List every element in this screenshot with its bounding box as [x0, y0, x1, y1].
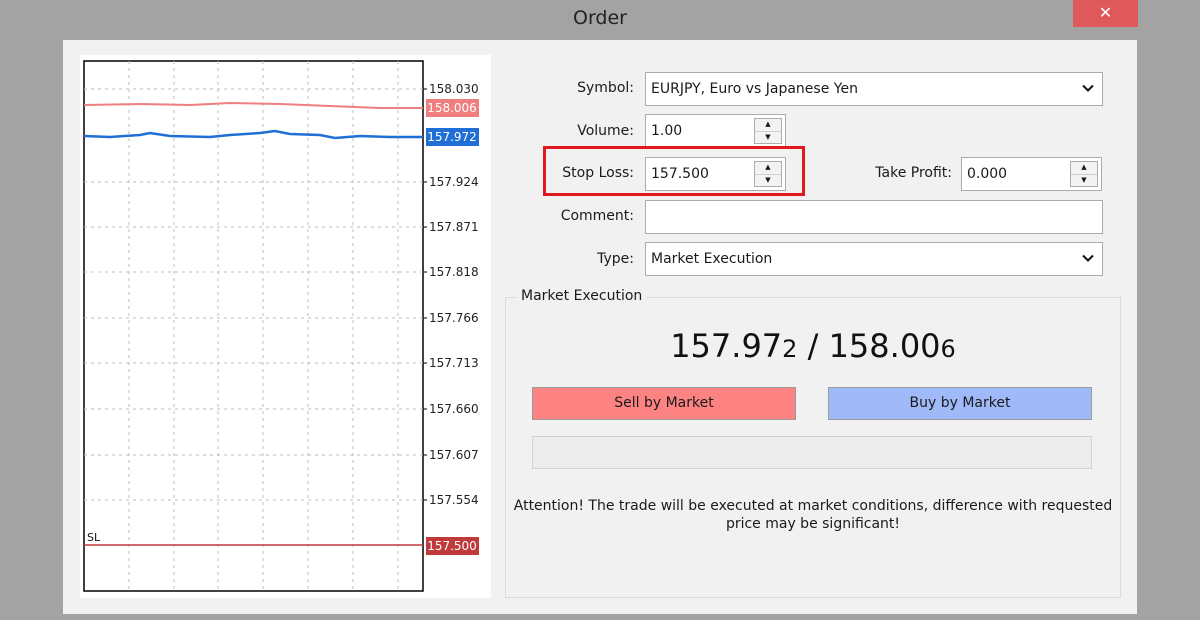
tick-chart: 158.030 157.924 157.871 157.818 157.766 157.7… — [80, 55, 491, 598]
stop-loss-label: Stop Loss: — [562, 165, 634, 181]
market-execution-group — [505, 297, 1121, 598]
attention-text: Attention! The trade will be executed at… — [505, 497, 1121, 533]
comment-label: Comment: — [560, 208, 634, 224]
tick-chart-svg: 158.030 157.924 157.871 157.818 157.766 157.7… — [83, 60, 479, 592]
bid-pip: 2 — [782, 335, 798, 363]
chevron-down-icon — [1082, 253, 1094, 266]
price-tick-label: 157.924 — [429, 175, 479, 189]
stop-loss-field[interactable]: 157.500 ▲ ▼ — [645, 157, 786, 191]
bid-price: 157.97 — [670, 327, 783, 365]
volume-value: 1.00 — [651, 123, 683, 139]
take-profit-field[interactable]: 0.000 ▲ ▼ — [961, 157, 1102, 191]
stop-loss-marker: SL — [87, 531, 101, 544]
volume-stepper[interactable]: ▲ ▼ — [754, 118, 782, 144]
attention-line-2: price may be significant! — [725, 516, 901, 532]
bid-price-flag — [426, 128, 479, 146]
plot-frame — [83, 60, 424, 592]
ask-pip: 6 — [940, 335, 956, 363]
price-tick-label: 157.766 — [429, 311, 479, 325]
price-tick-label: 157.871 — [429, 220, 479, 234]
ask-price: 158.00 — [828, 327, 941, 365]
stop-loss-stepper[interactable]: ▲ ▼ — [754, 161, 782, 187]
chevron-down-icon — [1082, 83, 1094, 96]
buy-by-market-button[interactable]: Buy by Market — [828, 387, 1092, 420]
stepper-down-icon[interactable]: ▼ — [765, 132, 771, 141]
symbol-select[interactable]: EURJPY, Euro vs Japanese Yen — [645, 72, 1103, 106]
symbol-value: EURJPY, Euro vs Japanese Yen — [651, 81, 858, 97]
type-select[interactable]: Market Execution — [645, 242, 1103, 276]
price-tick-label: 157.607 — [429, 448, 479, 462]
stepper-up-icon[interactable]: ▲ — [755, 119, 781, 132]
stepper-down-icon[interactable]: ▼ — [765, 175, 771, 184]
stepper-up-icon[interactable]: ▲ — [1071, 162, 1097, 175]
close-icon: ✕ — [1098, 3, 1113, 22]
volume-field[interactable]: 1.00 ▲ ▼ — [645, 114, 786, 148]
take-profit-stepper[interactable]: ▲ ▼ — [1070, 161, 1098, 187]
market-execution-title: Market Execution — [517, 288, 647, 304]
type-label: Type: — [597, 251, 634, 267]
quote-separator: / — [797, 327, 829, 365]
bid-price-flag-label: 157.972 — [427, 130, 477, 144]
attention-line-1: Attention! The trade will be executed at… — [513, 498, 1113, 514]
volume-label: Volume: — [577, 123, 634, 139]
sell-by-market-button[interactable]: Sell by Market — [532, 387, 796, 420]
ask-price-line — [83, 101, 423, 109]
take-profit-value: 0.000 — [967, 166, 1008, 182]
price-tick-label: 157.554 — [429, 493, 479, 507]
price-tick-label: 157.713 — [429, 356, 479, 370]
execution-status-bar — [532, 436, 1092, 469]
take-profit-label: Take Profit: — [875, 165, 952, 181]
stop-loss-flag — [426, 537, 479, 555]
stepper-up-icon[interactable]: ▲ — [755, 162, 781, 175]
window-title: Order — [573, 7, 627, 29]
bid-price-line — [83, 129, 423, 140]
bid-ask-quote: 157.972 / 158.006 — [505, 327, 1121, 365]
stop-loss-highlight-box — [543, 146, 805, 196]
price-tick-label: 157.660 — [429, 402, 479, 416]
close-button[interactable]: ✕ — [1073, 0, 1138, 27]
ask-price-flag — [426, 99, 479, 117]
price-tick-label: 157.818 — [429, 265, 479, 279]
symbol-label: Symbol: — [577, 80, 634, 96]
stop-loss-flag-label: 157.500 — [427, 539, 477, 553]
ask-price-flag-label: 158.006 — [427, 101, 477, 115]
type-value: Market Execution — [651, 251, 773, 267]
price-tick-label: 158.030 — [429, 82, 479, 96]
stepper-down-icon[interactable]: ▼ — [1081, 175, 1087, 184]
comment-field[interactable] — [645, 200, 1103, 234]
stop-loss-value: 157.500 — [651, 166, 709, 182]
